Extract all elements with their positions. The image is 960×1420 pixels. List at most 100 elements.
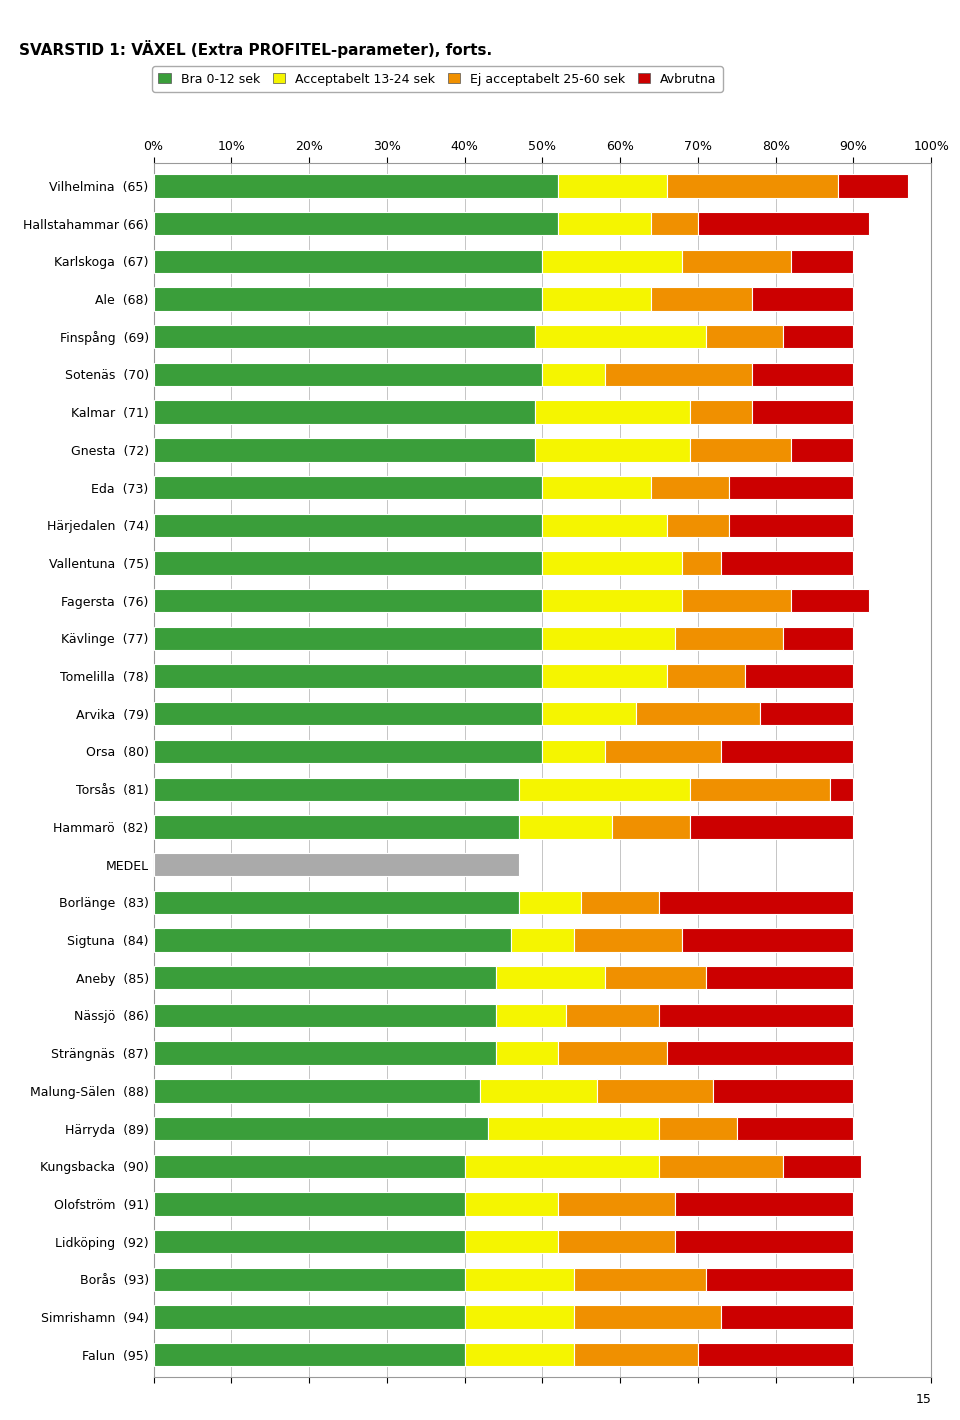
Bar [573,1268,706,1291]
Bar [512,929,573,951]
Bar [636,701,760,726]
Bar [612,815,690,839]
Bar [729,476,853,500]
Bar [597,1079,713,1102]
Bar [558,1041,667,1065]
Bar [465,1343,573,1366]
Bar [690,815,853,839]
Bar [542,287,651,311]
Bar [154,514,542,537]
Bar [667,1041,853,1065]
Bar [698,212,869,236]
Bar [706,325,783,348]
Bar [753,287,853,311]
Bar [582,890,660,914]
Bar [651,287,753,311]
Bar [605,740,721,763]
Bar [675,1230,853,1254]
Bar [465,1230,558,1254]
Bar [542,626,675,650]
Bar [154,740,542,763]
Bar [783,626,853,650]
Bar [690,400,753,423]
Bar [519,815,612,839]
Bar [495,966,605,990]
Bar [154,1079,480,1102]
Bar [667,665,745,687]
Bar [154,1193,465,1216]
Bar [154,853,519,876]
Bar [154,1041,495,1065]
Bar [154,551,542,575]
Bar [675,1193,853,1216]
Bar [667,175,838,197]
Bar [565,1004,660,1027]
Text: SVARSTID 1: VÄXEL (Extra PROFITEL-parameter), forts.: SVARSTID 1: VÄXEL (Extra PROFITEL-parame… [19,40,492,58]
Bar [154,890,519,914]
Bar [573,1305,721,1329]
Bar [753,400,853,423]
Bar [154,362,542,386]
Bar [783,325,853,348]
Bar [683,551,721,575]
Legend: Bra 0-12 sek, Acceptabelt 13-24 sek, Ej acceptabelt 25-60 sek, Avbrutna: Bra 0-12 sek, Acceptabelt 13-24 sek, Ej … [152,67,723,92]
Bar [737,1118,853,1140]
Bar [154,589,542,612]
Bar [154,250,542,273]
Bar [690,778,830,801]
Bar [542,740,605,763]
Bar [760,701,853,726]
Bar [542,551,683,575]
Bar [535,400,690,423]
Bar [154,929,512,951]
Bar [558,1230,675,1254]
Bar [660,1004,853,1027]
Bar [154,1154,465,1179]
Bar [480,1079,597,1102]
Bar [721,551,853,575]
Bar [791,439,853,462]
Bar [573,929,683,951]
Bar [154,1343,465,1366]
Bar [154,626,542,650]
Bar [154,439,535,462]
Bar [605,966,706,990]
Bar [651,212,698,236]
Bar [154,665,542,687]
Bar [535,325,706,348]
Bar [783,1154,861,1179]
Bar [542,476,651,500]
Bar [154,400,535,423]
Bar [465,1305,573,1329]
Bar [558,212,651,236]
Bar [495,1004,565,1027]
Bar [683,589,791,612]
Bar [154,1268,465,1291]
Bar [558,1193,675,1216]
Bar [154,175,558,197]
Bar [465,1193,558,1216]
Bar [154,287,542,311]
Bar [713,1079,853,1102]
Bar [519,890,581,914]
Bar [488,1118,660,1140]
Bar [706,1268,853,1291]
Bar [154,1118,488,1140]
Bar [721,740,853,763]
Bar [154,325,535,348]
Bar [154,966,495,990]
Bar [667,514,729,537]
Bar [791,589,869,612]
Bar [465,1154,659,1179]
Bar [154,1004,495,1027]
Bar [660,890,853,914]
Bar [753,362,853,386]
Bar [675,626,783,650]
Bar [154,815,519,839]
Bar [542,514,667,537]
Bar [154,701,542,726]
Bar [683,250,791,273]
Bar [830,778,853,801]
Bar [154,212,558,236]
Bar [154,1305,465,1329]
